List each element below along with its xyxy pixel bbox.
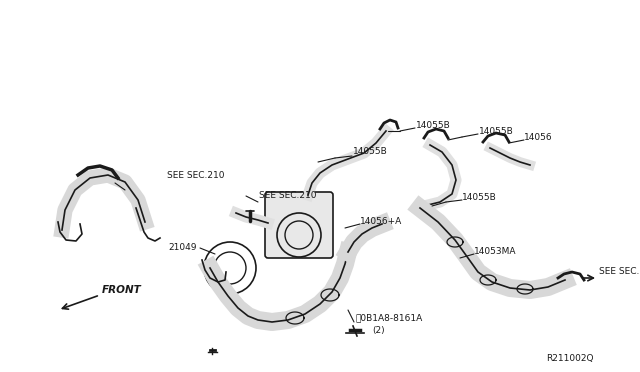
- Text: 14056+A: 14056+A: [360, 218, 403, 227]
- FancyBboxPatch shape: [265, 192, 333, 258]
- Text: R211002Q: R211002Q: [546, 353, 593, 362]
- Text: 14055B: 14055B: [462, 192, 497, 202]
- Text: SEE SEC.214: SEE SEC.214: [599, 267, 640, 276]
- Text: 14055B: 14055B: [353, 147, 388, 155]
- Text: 21049: 21049: [168, 244, 196, 253]
- Text: SEE SEC.210: SEE SEC.210: [167, 171, 225, 180]
- Text: 14055B: 14055B: [416, 121, 451, 129]
- Text: FRONT: FRONT: [102, 285, 141, 295]
- Text: 14055B: 14055B: [479, 126, 514, 135]
- Text: 14053MA: 14053MA: [474, 247, 516, 256]
- Text: SEE SEC.210: SEE SEC.210: [259, 192, 317, 201]
- Text: (2): (2): [372, 326, 385, 334]
- Text: 14056: 14056: [524, 134, 552, 142]
- Text: Ⓑ0B1A8-8161A: Ⓑ0B1A8-8161A: [355, 314, 422, 323]
